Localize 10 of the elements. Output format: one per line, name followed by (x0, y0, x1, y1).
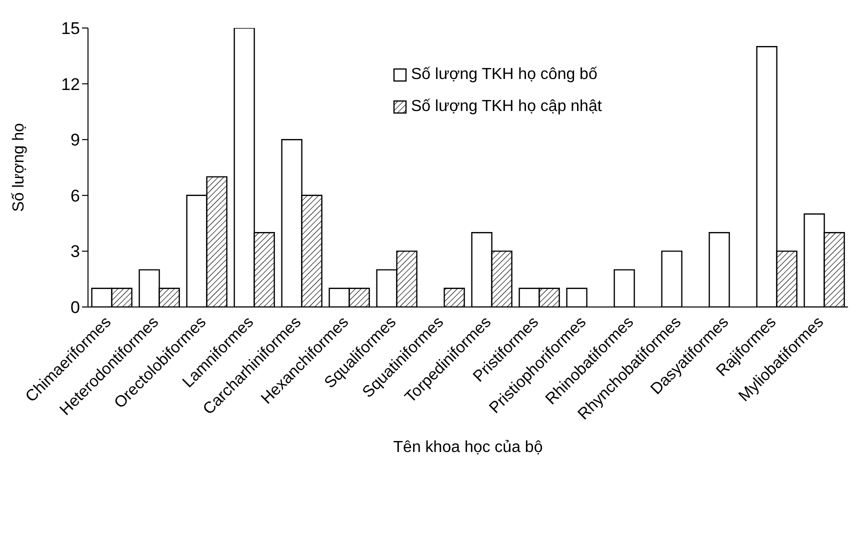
y-tick-label: 3 (70, 242, 80, 262)
y-tick-label: 9 (70, 130, 80, 150)
y-tick-label: 0 (70, 298, 80, 318)
legend-label: Số lượng TKH họ cập nhật (411, 98, 602, 116)
y-tick-label: 15 (61, 19, 80, 38)
x-axis-title: Tên khoa học của bộ (393, 439, 543, 456)
y-tick-label: 6 (70, 186, 80, 206)
y-axis-title: Số lượng họ (10, 122, 28, 212)
y-tick-label: 12 (61, 74, 80, 94)
legend-label: Số lượng TKH họ công bố (411, 66, 598, 84)
